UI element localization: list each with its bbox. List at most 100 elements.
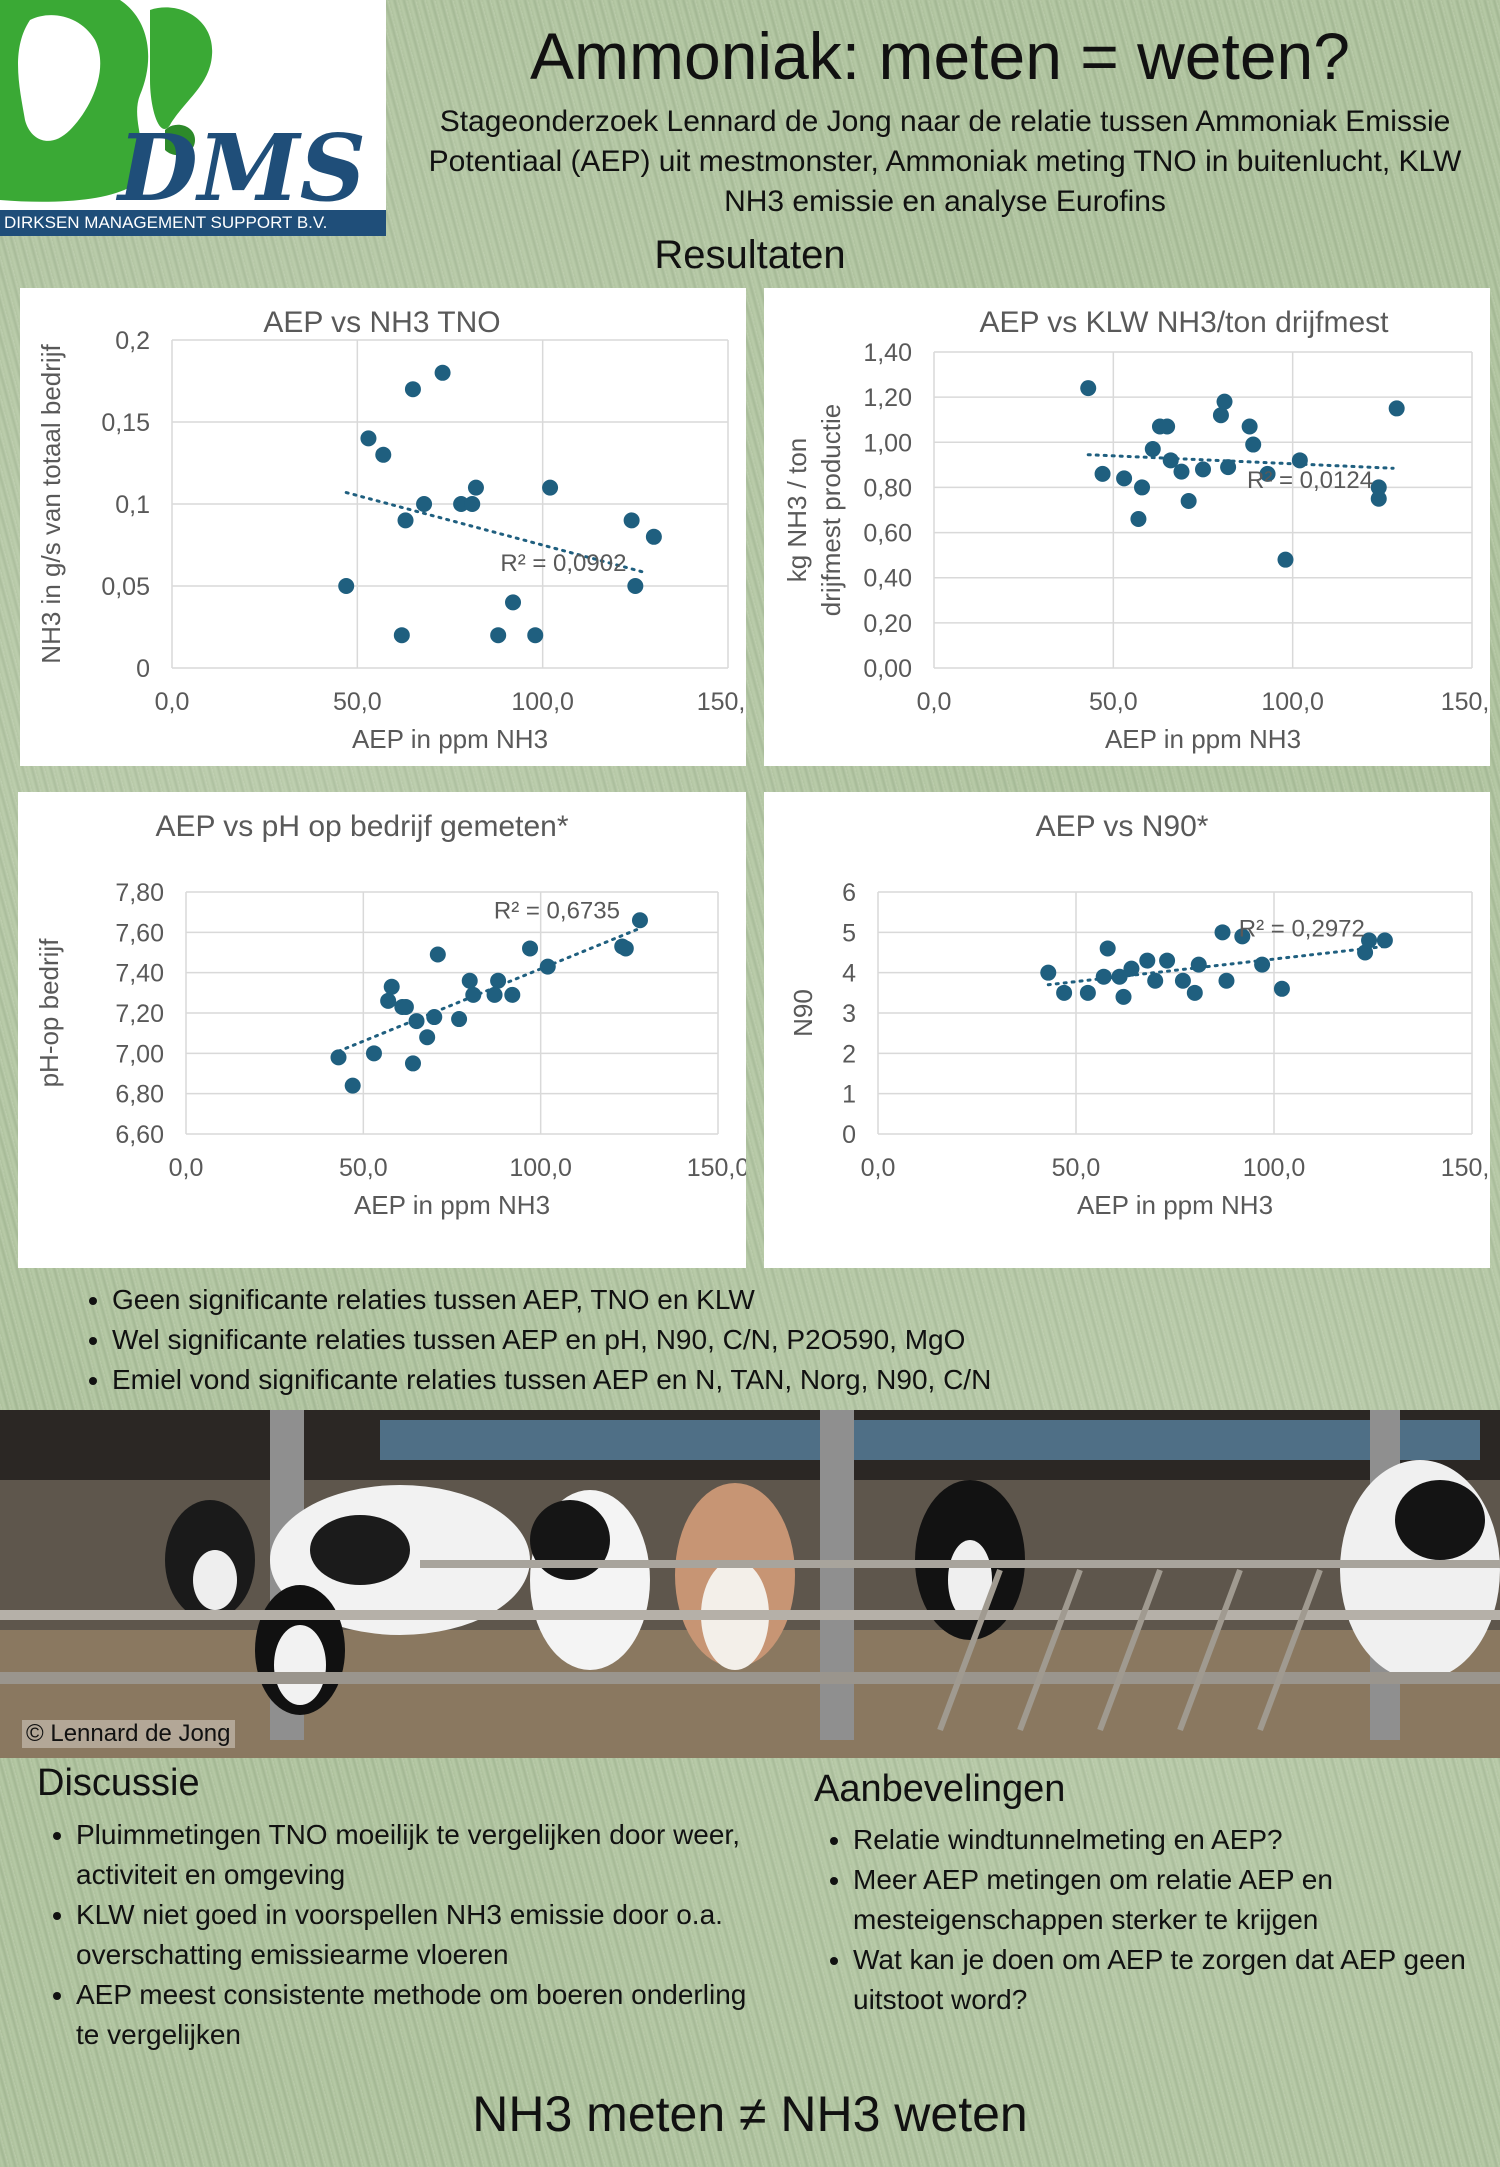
data-point xyxy=(1116,470,1133,487)
r-squared-label: R² = 0,0902 xyxy=(500,550,626,577)
discussion-item: KLW niet goed in voorspellen NH3 emissie… xyxy=(76,1895,776,1975)
x-tick-label: 0,0 xyxy=(861,1154,896,1182)
data-point xyxy=(1099,940,1116,957)
page-subtitle: Stageonderzoek Lennard de Jong naar de r… xyxy=(428,105,1462,218)
results-bullet-list: Geen significante relaties tussen AEP, T… xyxy=(72,1280,1412,1400)
x-tick-label: 0,0 xyxy=(169,1154,204,1182)
data-point xyxy=(408,1013,425,1030)
data-point xyxy=(631,912,648,929)
data-point xyxy=(416,496,433,512)
data-point xyxy=(1388,400,1405,417)
photo-credit: © Lennard de Jong xyxy=(22,1720,235,1748)
y-tick-label: 7,00 xyxy=(115,1040,164,1068)
data-point xyxy=(1241,418,1258,435)
chart-title: AEP vs N90* xyxy=(1036,810,1209,843)
data-point xyxy=(1159,418,1176,435)
y-tick-label: 0 xyxy=(842,1121,856,1149)
data-point xyxy=(1190,956,1207,973)
data-point xyxy=(1159,952,1176,969)
data-point xyxy=(1212,407,1229,424)
data-point xyxy=(1259,465,1276,482)
discussion-heading: Discussie xyxy=(37,1762,200,1804)
data-point xyxy=(1095,968,1112,985)
data-point xyxy=(542,479,559,496)
data-point xyxy=(1376,932,1393,949)
data-point xyxy=(397,512,414,529)
data-point xyxy=(434,364,451,381)
page-title: Ammoniak: meten = weten? xyxy=(530,19,1350,93)
data-point xyxy=(1186,984,1203,1001)
results-bullet: Geen significante relaties tussen AEP, T… xyxy=(112,1280,1412,1320)
results-bullet: Emiel vond significante relaties tussen … xyxy=(112,1360,1412,1400)
x-axis-label: AEP in ppm NH3 xyxy=(1077,1190,1273,1220)
footer-tagline: NH3 meten ≠ NH3 weten xyxy=(472,2086,1028,2142)
data-point xyxy=(453,496,470,512)
x-tick-label: 50,0 xyxy=(333,688,382,716)
logo-company-name: DIRKSEN MANAGEMENT SUPPORT B.V. xyxy=(0,210,386,236)
data-point xyxy=(623,512,640,529)
data-point xyxy=(404,381,421,398)
data-point xyxy=(429,946,446,963)
x-axis-label: AEP in ppm NH3 xyxy=(354,1190,550,1220)
data-point xyxy=(1079,984,1096,1001)
data-point xyxy=(461,972,478,989)
discussion-item: AEP meest consistente methode om boeren … xyxy=(76,1975,776,2055)
data-point xyxy=(1139,952,1156,969)
logo-mark: DMS xyxy=(115,114,366,222)
data-point xyxy=(1162,452,1179,469)
data-point xyxy=(1357,944,1374,961)
x-tick-label: 150,0 xyxy=(687,1154,746,1182)
chart-aep-vs-ph: AEP vs pH op bedrijf gemeten* 6,60 6,80 7,0… xyxy=(34,810,746,1220)
y-tick-label: 4 xyxy=(842,960,856,988)
cows-illustration xyxy=(0,1410,1500,1758)
recommendation-item: Relatie windtunnelmeting en AEP? xyxy=(853,1820,1500,1860)
chart-panel-klw: AEP vs KLW NH3/ton drijfmest 0,00 0,20 0,40… xyxy=(764,288,1490,766)
data-point xyxy=(522,940,539,957)
data-point xyxy=(344,1077,361,1094)
x-axis-label: AEP in ppm NH3 xyxy=(352,724,548,754)
trendline xyxy=(1086,453,1395,470)
discussion-list: Pluimmetingen TNO moeilijk te vergelijke… xyxy=(38,1815,776,2055)
y-tick-label: 0,40 xyxy=(863,565,912,593)
data-point xyxy=(397,998,414,1015)
x-tick-label: 100,0 xyxy=(511,688,574,716)
y-tick-label: 1,20 xyxy=(863,384,912,412)
r-squared-label: R² = 0,6735 xyxy=(494,897,620,924)
y-tick-label: 0,15 xyxy=(101,409,150,437)
data-point xyxy=(1291,452,1308,469)
data-point xyxy=(539,958,556,975)
data-point xyxy=(486,986,503,1003)
recommendation-item: Wat kan je doen om AEP te zorgen dat AEP… xyxy=(853,1940,1500,2020)
data-point xyxy=(1195,461,1211,478)
data-point xyxy=(1123,960,1140,977)
data-point xyxy=(464,496,481,512)
data-point xyxy=(617,940,634,957)
data-point xyxy=(451,1011,468,1028)
chart-panel-n90: AEP vs N90* 0 1 2 3 4 5 6 0,0 50,0 100,0 150,0 AEP i… xyxy=(764,792,1490,1268)
data-point xyxy=(393,627,410,644)
x-tick-label: 50,0 xyxy=(1089,688,1138,716)
company-logo: DMS DIRKSEN MANAGEMENT SUPPORT B.V. xyxy=(0,0,386,236)
chart-aep-vs-klw: AEP vs KLW NH3/ton drijfmest 0,00 0,20 0,40… xyxy=(782,306,1490,754)
data-point xyxy=(383,978,400,995)
data-point xyxy=(1214,924,1231,941)
y-tick-label: 6,60 xyxy=(115,1121,164,1149)
y-tick-label: 6,80 xyxy=(115,1081,164,1109)
data-point xyxy=(1273,980,1290,997)
data-point xyxy=(1234,928,1251,945)
data-point xyxy=(330,1049,347,1066)
data-point xyxy=(505,594,522,611)
data-point xyxy=(1370,490,1387,507)
data-point xyxy=(426,1009,443,1026)
recommendations-list: Relatie windtunnelmeting en AEP? Meer AE… xyxy=(815,1820,1500,2020)
data-point xyxy=(1277,551,1294,568)
data-point xyxy=(404,1055,421,1072)
data-point xyxy=(1134,479,1151,496)
data-point xyxy=(1180,492,1197,509)
data-point xyxy=(465,986,482,1003)
x-tick-label: 50,0 xyxy=(339,1154,388,1182)
x-tick-label: 150,0 xyxy=(1441,1154,1490,1182)
data-point xyxy=(467,479,484,496)
y-tick-label: 7,60 xyxy=(115,919,164,947)
x-tick-label: 100,0 xyxy=(1261,688,1324,716)
